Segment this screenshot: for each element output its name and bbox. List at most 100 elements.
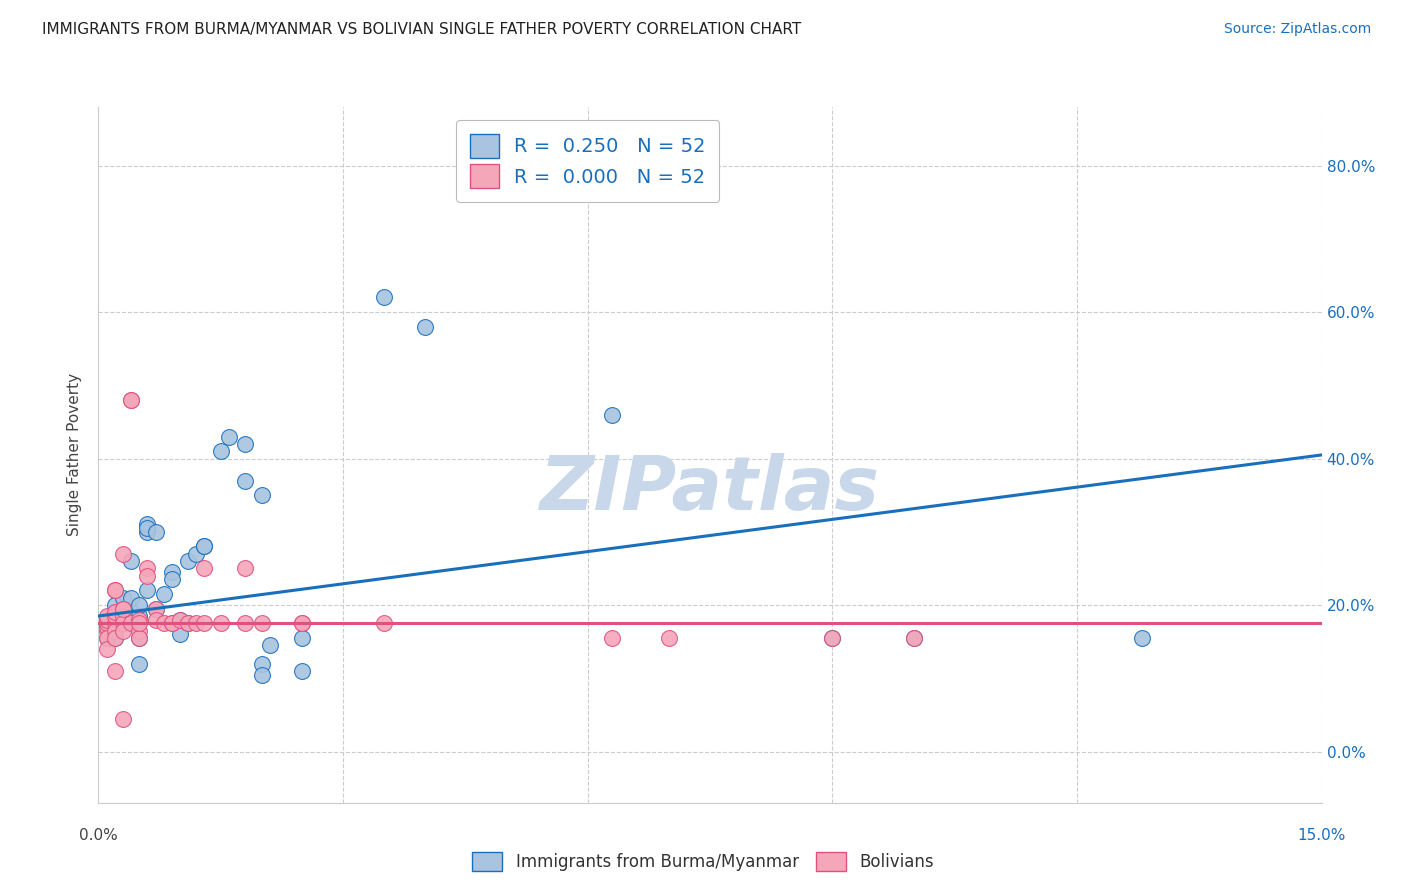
Point <box>111 712 134 726</box>
Legend: Immigrants from Burma/Myanmar, Bolivians: Immigrants from Burma/Myanmar, Bolivians <box>464 843 942 880</box>
Point <box>233 474 256 488</box>
Point <box>111 601 134 615</box>
Point <box>111 624 134 638</box>
Point <box>136 583 159 598</box>
Point <box>104 583 127 598</box>
Text: IMMIGRANTS FROM BURMA/MYANMAR VS BOLIVIAN SINGLE FATHER POVERTY CORRELATION CHAR: IMMIGRANTS FROM BURMA/MYANMAR VS BOLIVIA… <box>42 22 801 37</box>
Point <box>111 613 134 627</box>
Point <box>104 631 127 645</box>
Point <box>160 616 183 631</box>
Point <box>104 616 127 631</box>
Point <box>120 392 142 407</box>
Point <box>104 598 127 612</box>
Point <box>111 591 134 605</box>
Point <box>96 616 118 631</box>
Text: ZIPatlas: ZIPatlas <box>540 453 880 526</box>
Point <box>96 616 118 631</box>
Point <box>128 624 150 638</box>
Point <box>821 631 844 645</box>
Point <box>120 591 142 605</box>
Point <box>111 609 134 624</box>
Point <box>120 616 142 631</box>
Point <box>104 613 127 627</box>
Point <box>903 631 925 645</box>
Point <box>96 631 118 645</box>
Point <box>193 616 215 631</box>
Point <box>136 521 159 535</box>
Point <box>903 631 925 645</box>
Point <box>136 517 159 532</box>
Point <box>111 547 134 561</box>
Point <box>1130 631 1153 645</box>
Point <box>104 631 127 645</box>
Point <box>177 554 200 568</box>
Point <box>96 642 118 657</box>
Point <box>291 664 314 678</box>
Point <box>160 616 183 631</box>
Point <box>250 667 273 681</box>
Point <box>193 540 215 554</box>
Point <box>413 319 436 334</box>
Y-axis label: Single Father Poverty: Single Father Poverty <box>67 374 83 536</box>
Point <box>160 565 183 579</box>
Point <box>128 631 150 645</box>
Point <box>145 601 167 615</box>
Point <box>120 554 142 568</box>
Point <box>145 613 167 627</box>
Point <box>250 616 273 631</box>
Point <box>96 624 118 638</box>
Point <box>821 631 844 645</box>
Point <box>291 616 314 631</box>
Point <box>120 616 142 631</box>
Point <box>111 601 134 615</box>
Point <box>104 616 127 631</box>
Point <box>218 429 240 443</box>
Point <box>193 540 215 554</box>
Point <box>259 638 281 652</box>
Point <box>128 616 150 631</box>
Text: 0.0%: 0.0% <box>79 828 118 843</box>
Point <box>209 444 232 458</box>
Point <box>136 568 159 582</box>
Point <box>600 408 623 422</box>
Point <box>96 609 118 624</box>
Point <box>120 606 142 620</box>
Point <box>177 616 200 631</box>
Point <box>111 616 134 631</box>
Point <box>111 601 134 615</box>
Point <box>209 616 232 631</box>
Text: 15.0%: 15.0% <box>1298 828 1346 843</box>
Point <box>128 598 150 612</box>
Point <box>233 437 256 451</box>
Point <box>233 561 256 575</box>
Point <box>169 613 191 627</box>
Legend: R =  0.250   N = 52, R =  0.000   N = 52: R = 0.250 N = 52, R = 0.000 N = 52 <box>456 120 720 202</box>
Point <box>128 631 150 645</box>
Point <box>145 524 167 539</box>
Point <box>136 524 159 539</box>
Point <box>186 616 208 631</box>
Point <box>96 613 118 627</box>
Point <box>291 631 314 645</box>
Point <box>169 613 191 627</box>
Point <box>96 631 118 645</box>
Point <box>128 657 150 671</box>
Point <box>373 290 395 304</box>
Point <box>111 609 134 624</box>
Point <box>104 624 127 638</box>
Point <box>96 620 118 634</box>
Point <box>104 609 127 624</box>
Point <box>193 561 215 575</box>
Point <box>152 616 174 631</box>
Point <box>177 616 200 631</box>
Point <box>104 664 127 678</box>
Point <box>373 616 395 631</box>
Point <box>128 609 150 624</box>
Point <box>104 583 127 598</box>
Point <box>658 631 681 645</box>
Point <box>104 606 127 620</box>
Point <box>600 631 623 645</box>
Point <box>250 657 273 671</box>
Text: Source: ZipAtlas.com: Source: ZipAtlas.com <box>1223 22 1371 37</box>
Point <box>250 488 273 502</box>
